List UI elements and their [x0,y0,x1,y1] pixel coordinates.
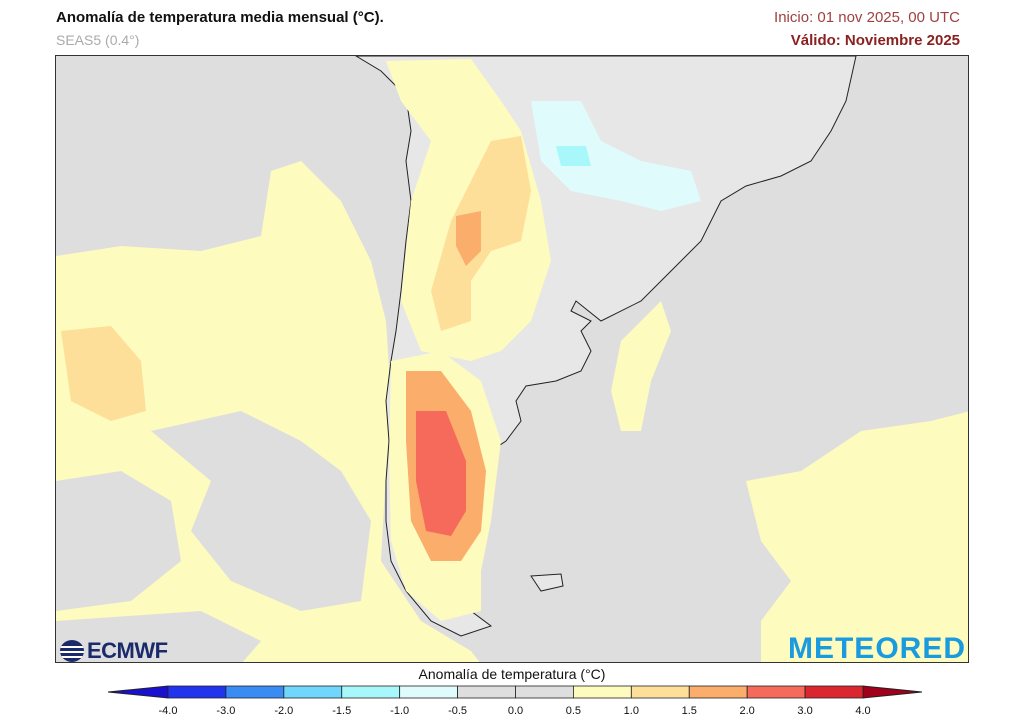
colorbar-bin [399,685,458,699]
colorbar-tick-label: -1.5 [332,705,352,717]
colorbar-tick-label: -2.0 [274,705,294,717]
colorbar-tick-label: -0.5 [448,705,468,717]
colorbar-label: Anomalía de temperatura (°C) [418,666,606,682]
anomaly-area-atlantic [746,411,968,662]
colorbar-bin [804,685,864,699]
anomaly-area-pacific-warm [61,326,146,421]
anomaly-area-south-blue [556,146,591,166]
colorbar-tick-label: -3.0 [216,705,236,717]
valid-period: Válido: Noviembre 2025 [790,32,960,49]
anomaly-area-south-blue [531,101,701,211]
colorbar-tick-label: 4.0 [855,705,871,717]
colorbar-over-arrow [862,685,923,699]
colorbar-bin [457,685,516,699]
colorbar-tick-label: 2.0 [739,705,755,717]
colorbar-tick-label: -4.0 [158,705,178,717]
anomaly-area-north-argentina-hot [456,211,481,266]
ecmwf-logo: ECMWF [60,638,168,664]
meteored-logo: METEORED [787,632,966,665]
neutral-patch [56,611,261,662]
colorbar-bin [688,685,748,699]
colorbar-tick-label: 0.0 [507,705,524,717]
colorbar-bin [225,685,285,699]
neutral-patch [56,471,181,611]
colorbar-tick-label: 3.0 [797,705,813,717]
neutral-patch [151,411,371,611]
init-time: Inicio: 01 nov 2025, 00 UTC [774,9,960,26]
colorbar-bin [515,685,574,699]
ecmwf-globe-icon [60,640,84,662]
colorbar-under-arrow [107,685,169,699]
colorbar-tick-label: 1.5 [681,705,697,717]
colorbar-tick-label: -1.0 [390,705,410,717]
model-subtitle: SEAS5 (0.4°) [56,32,140,48]
ecmwf-logo-text: ECMWF [87,638,168,663]
colorbar [107,685,923,699]
falkland-islands [530,573,564,592]
colorbar-bin [167,685,227,699]
colorbar-bin [630,685,690,699]
anomaly-map [55,55,969,663]
colorbar-bin [746,685,806,699]
colorbar-bin [341,685,401,699]
anomaly-area-patagonia-hot [416,411,466,536]
colorbar-bin [283,685,343,699]
map-title: Anomalía de temperatura media mensual (°… [56,9,384,26]
anomaly-area-atlantic [611,301,671,431]
map-canvas [56,56,968,662]
colorbar-tick-label: 0.5 [565,705,582,717]
colorbar-bin [573,685,632,699]
colorbar-tick-label: 1.0 [623,705,639,717]
